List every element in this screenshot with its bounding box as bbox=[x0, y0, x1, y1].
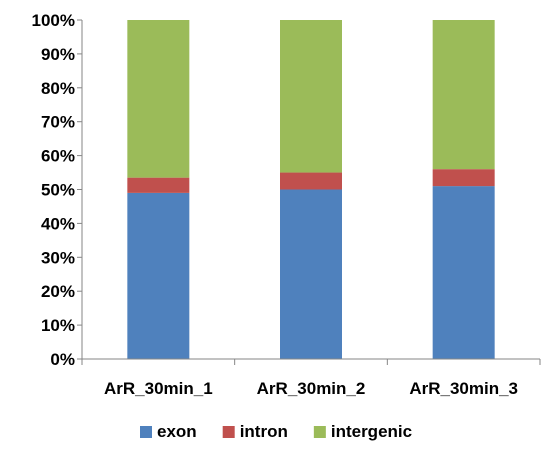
y-tick-label: 30% bbox=[41, 248, 75, 267]
bar-intron-1 bbox=[127, 177, 190, 193]
x-category-label: ArR_30min_3 bbox=[409, 379, 518, 398]
y-tick-label: 20% bbox=[41, 282, 75, 301]
bar-exon-1 bbox=[127, 192, 190, 359]
x-category-label: ArR_30min_1 bbox=[104, 379, 213, 398]
legend-label-exon: exon bbox=[157, 422, 197, 441]
y-tick-label: 100% bbox=[32, 11, 75, 30]
y-tick-label: 50% bbox=[41, 181, 75, 200]
legend-swatch-exon bbox=[140, 426, 152, 438]
legend-swatch-intron bbox=[222, 426, 235, 438]
bars bbox=[127, 20, 495, 359]
y-tick-label: 90% bbox=[41, 45, 75, 64]
y-tick-label: 10% bbox=[41, 316, 75, 335]
y-tick-label: 60% bbox=[41, 147, 75, 166]
legend-label-intron: intron bbox=[240, 422, 288, 441]
legend-swatch-intergenic bbox=[313, 426, 326, 438]
legend: exon intron intergenic bbox=[140, 422, 412, 441]
bar-intergenic-2 bbox=[280, 20, 342, 173]
bar-exon-3 bbox=[432, 186, 495, 359]
bar-intron-3 bbox=[432, 169, 495, 187]
bar-intergenic-3 bbox=[432, 20, 495, 170]
y-tick-label: 40% bbox=[41, 214, 75, 233]
y-axis: 0% 10% 20% 30% 40% 50% 60% 70% 80% 90% 100% bbox=[32, 11, 83, 369]
y-tick-label: 70% bbox=[41, 113, 75, 132]
y-tick-label: 80% bbox=[41, 79, 75, 98]
bar-exon-2 bbox=[280, 189, 342, 359]
y-tick-label: 0% bbox=[50, 350, 75, 369]
x-axis: ArR_30min_1 ArR_30min_2 ArR_30min_3 bbox=[81, 358, 541, 398]
legend-label-intergenic: intergenic bbox=[331, 422, 412, 441]
x-category-label: ArR_30min_2 bbox=[257, 379, 366, 398]
bar-intron-2 bbox=[280, 172, 342, 190]
bar-intergenic-1 bbox=[127, 20, 190, 178]
